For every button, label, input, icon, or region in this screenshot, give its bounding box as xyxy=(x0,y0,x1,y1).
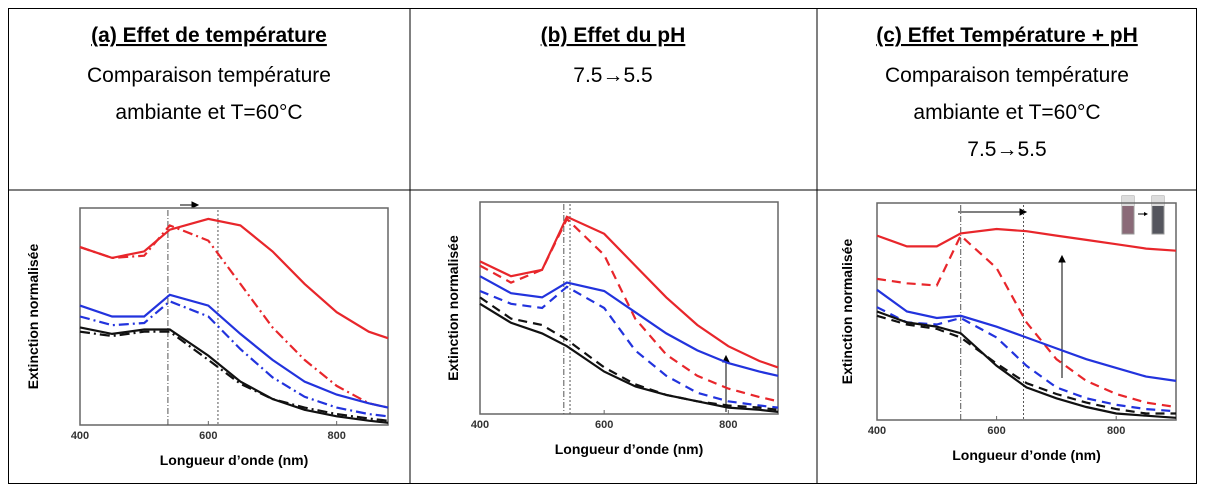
curve xyxy=(876,288,1177,382)
curve xyxy=(79,224,389,409)
y-axis-label: Extinction normalisée xyxy=(25,244,41,390)
x-axis-label: Longueur d’onde (nm) xyxy=(952,447,1101,463)
plot-frame xyxy=(479,201,779,415)
x-axis-label: Longueur d’onde (nm) xyxy=(555,441,704,457)
x-tick-label: 600 xyxy=(199,430,217,442)
curve xyxy=(876,227,1177,252)
arrows xyxy=(180,201,1066,412)
cell-line: Comparaison température xyxy=(87,64,331,87)
cell-line: 7.5→5.5 xyxy=(573,64,652,87)
cell-title: (c) Effet Température + pH xyxy=(876,24,1138,47)
curve xyxy=(876,314,1176,415)
x-tick-label: 800 xyxy=(327,430,345,442)
vial-inset xyxy=(1121,195,1165,235)
cell-line: Comparaison température xyxy=(885,64,1129,87)
curve xyxy=(79,293,389,409)
curve xyxy=(876,306,1177,413)
cell-line: 7.5→5.5 xyxy=(967,138,1046,161)
curve xyxy=(479,296,779,411)
curve xyxy=(79,326,389,424)
curve xyxy=(79,217,389,340)
curve xyxy=(79,300,389,418)
x-tick-label: 400 xyxy=(71,430,89,442)
curve xyxy=(479,215,779,369)
y-axis-label: Extinction normalisée xyxy=(445,235,461,381)
curve xyxy=(876,233,1177,409)
curve xyxy=(479,217,779,403)
curve xyxy=(876,310,1177,419)
cell-title: (b) Effet du pH xyxy=(541,24,686,47)
x-axis-label: Longueur d’onde (nm) xyxy=(160,452,309,468)
x-tick-label: 600 xyxy=(987,425,1005,437)
cell-line: ambiante et T=60°C xyxy=(913,101,1100,124)
y-axis-label: Extinction normalisée xyxy=(839,239,855,385)
curve xyxy=(479,275,779,377)
curve xyxy=(479,302,779,413)
table-borders xyxy=(8,8,1197,484)
cell-title: (a) Effet de température xyxy=(91,24,327,47)
x-tick-label: 400 xyxy=(868,425,886,437)
x-tick-label: 400 xyxy=(471,419,489,431)
x-tick-label: 800 xyxy=(1107,425,1125,437)
x-tick-label: 800 xyxy=(719,419,737,431)
cell-line: ambiante et T=60°C xyxy=(115,101,302,124)
x-tick-label: 600 xyxy=(595,419,613,431)
